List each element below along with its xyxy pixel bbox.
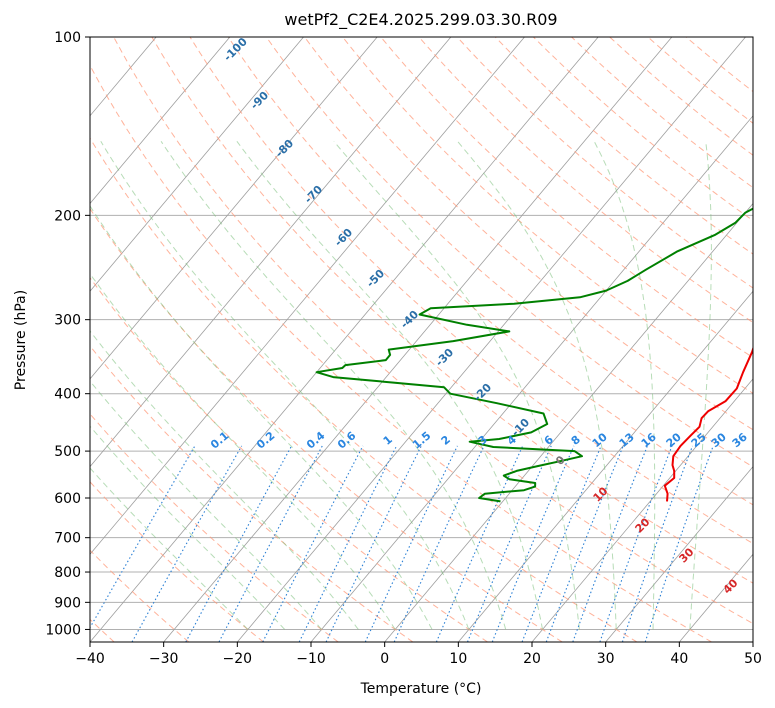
dry-adiabat xyxy=(113,37,753,625)
x-tick-label: −30 xyxy=(149,651,179,667)
mixing-ratio-line xyxy=(325,445,422,642)
moist-adiabat xyxy=(90,330,359,630)
x-tick-label: 40 xyxy=(670,651,688,667)
moist-adiabat xyxy=(90,425,286,630)
isotherm-line xyxy=(90,37,231,205)
mixing-ratio-line xyxy=(435,445,524,642)
dry-adiabat xyxy=(90,64,712,642)
x-tick-label: 20 xyxy=(523,651,541,667)
moist-adiabat xyxy=(90,467,249,630)
mixing-ratio-line xyxy=(298,445,398,642)
moist-adiabat xyxy=(160,141,507,630)
dry-adiabat xyxy=(494,37,753,255)
reference-lines xyxy=(0,37,753,642)
plot-area xyxy=(90,37,753,642)
isotherm-line xyxy=(90,37,452,468)
isotherm-line xyxy=(90,37,599,642)
dry-adiabat xyxy=(304,37,753,431)
mixing-ratio-line xyxy=(644,445,714,642)
isotherm-line xyxy=(458,290,753,642)
isotherm-line xyxy=(531,378,753,642)
moist-adiabat xyxy=(593,141,656,630)
axes: −40 −30 −20 −10 0 10 20 30 40 50 100 200 300 400 500 60… xyxy=(45,30,762,667)
mixing-ratio-line xyxy=(572,445,648,642)
dry-adiabat xyxy=(90,137,638,642)
dry-adiabat xyxy=(380,37,753,359)
chart-title: wetPf2_C2E4.2025.299.03.30.R09 xyxy=(284,10,557,30)
moist-adiabat xyxy=(236,141,543,630)
x-tick-label: 50 xyxy=(744,651,762,667)
moist-adiabat xyxy=(689,141,712,630)
plot-background xyxy=(90,37,753,642)
isotherm-line xyxy=(163,37,673,642)
dry-adiabat xyxy=(342,37,753,394)
isotherm-line xyxy=(384,202,753,642)
mixing-ratio-line xyxy=(131,445,243,642)
dry-adiabat xyxy=(90,345,414,642)
mixing-ratio-line xyxy=(262,445,364,642)
y-tick-label: 700 xyxy=(54,531,81,547)
x-tick-label: −20 xyxy=(223,651,253,667)
y-tick-label: 800 xyxy=(54,565,81,581)
mixing-ratio-line xyxy=(466,445,552,642)
moist-adiabat xyxy=(90,272,396,630)
dry-adiabat xyxy=(189,37,753,545)
dry-adiabat xyxy=(533,37,753,222)
isotherm-line xyxy=(90,37,378,380)
isotherm-line xyxy=(90,37,525,555)
plot-frame xyxy=(89,36,754,643)
mixing-ratio-line xyxy=(621,445,694,642)
y-tick-label: 300 xyxy=(54,313,81,329)
moist-adiabat xyxy=(90,205,433,630)
temperature-profile xyxy=(663,345,753,502)
dry-adiabat xyxy=(571,37,753,189)
dry-adiabat xyxy=(227,37,753,506)
moist-adiabat xyxy=(100,141,470,630)
isotherm-line xyxy=(90,37,304,292)
y-tick-label: 1000 xyxy=(45,622,81,638)
dry-adiabat xyxy=(90,481,264,642)
x-tick-label: −10 xyxy=(296,651,326,667)
y-tick-label: 100 xyxy=(54,30,81,46)
moist-adiabat xyxy=(333,140,580,630)
y-tick-label: 600 xyxy=(54,491,81,507)
y-tick-label: 200 xyxy=(54,208,81,224)
mixing-ratio-line xyxy=(599,445,673,642)
moist-adiabat xyxy=(457,140,617,630)
isotherm-line xyxy=(0,37,9,642)
y-axis-label: Pressure (hPa) xyxy=(13,290,29,390)
x-tick-label: 30 xyxy=(597,651,615,667)
isotherm-line xyxy=(605,465,753,642)
y-tick-label: 400 xyxy=(54,387,81,403)
isotherm-line xyxy=(237,37,746,642)
y-tick-label: 900 xyxy=(54,595,81,611)
y-tick-label: 500 xyxy=(54,444,81,460)
dry-adiabat xyxy=(265,37,753,468)
profile-series xyxy=(315,207,753,503)
isotherm-line xyxy=(752,641,753,642)
mixing-ratio-line xyxy=(545,445,624,642)
dewpoint-profile xyxy=(315,207,753,503)
moist-adiabat xyxy=(90,380,322,630)
x-axis-label: Temperature (°C) xyxy=(360,681,482,697)
x-tick-label: 10 xyxy=(449,651,467,667)
x-tick-label: −40 xyxy=(75,651,105,667)
x-tick-label: 0 xyxy=(380,651,389,667)
dry-adiabat xyxy=(151,37,753,584)
